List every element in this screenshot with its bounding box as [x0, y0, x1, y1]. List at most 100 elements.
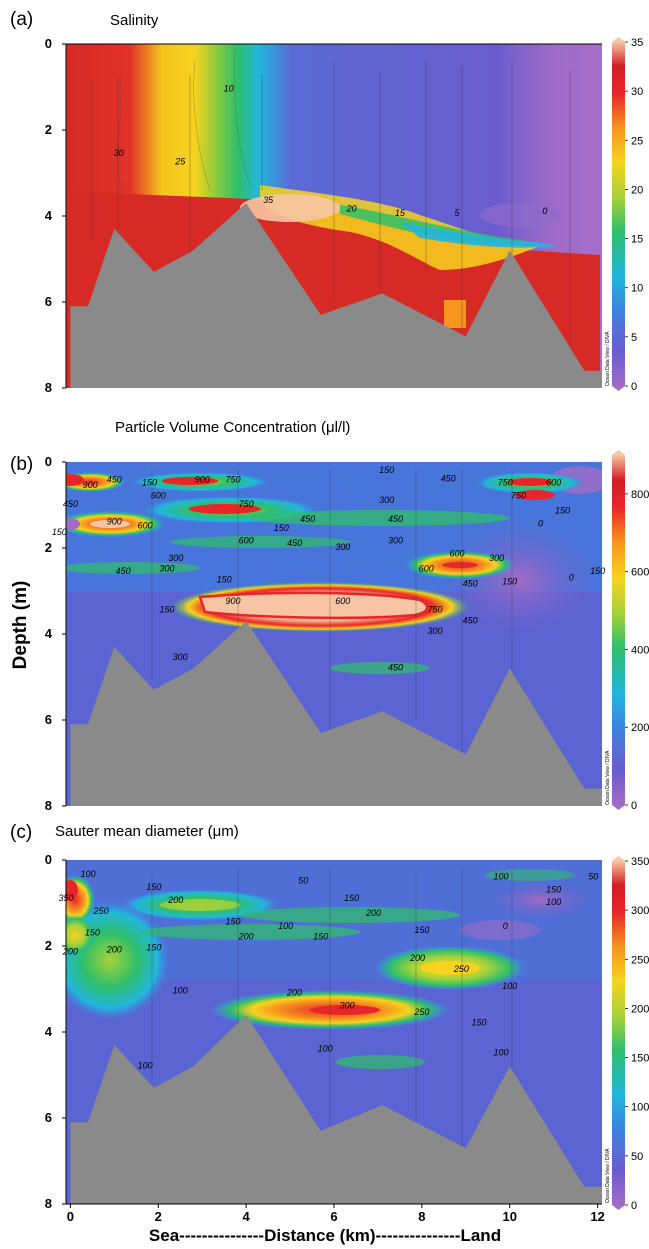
- contour-label: 100: [493, 1048, 508, 1058]
- colorbar-tick-label: 35: [631, 37, 643, 49]
- y-axis-label: Depth (m): [10, 581, 31, 670]
- contour-label: 600: [419, 564, 434, 574]
- contour-label: 200: [286, 988, 302, 998]
- watermark-a: Ocean Data View / DIVA: [605, 331, 611, 386]
- colorbar-sauter-diameter: [612, 861, 625, 1205]
- colorbar-tick-label: 20: [631, 184, 643, 196]
- contour-label: 200: [106, 945, 122, 955]
- colorbar-tick-label: 800: [631, 489, 649, 501]
- y-tick-label: 2: [45, 122, 52, 137]
- contour-label: 100: [80, 869, 95, 879]
- y-tick-label: 6: [45, 712, 52, 727]
- contour-label: 150: [471, 1018, 486, 1028]
- colorbar-salinity: [612, 42, 625, 386]
- panel-title-sauter-diameter: Sauter mean diameter (μm): [55, 823, 239, 840]
- contour-label: 900: [83, 480, 98, 490]
- contour-label: 750: [511, 491, 526, 501]
- contour-label: 150: [225, 917, 240, 927]
- contour-label: 150: [159, 605, 174, 615]
- contour-label: 300: [489, 553, 504, 563]
- colorbar-tick-label: 300: [631, 905, 649, 917]
- contour-label: 300: [388, 536, 403, 546]
- contour-label: 10: [224, 83, 234, 93]
- y-tick-label: 8: [45, 798, 52, 813]
- colorbar-tick-label: 15: [631, 234, 643, 246]
- contour-label: 450: [388, 514, 403, 524]
- contour-label: 200: [167, 895, 183, 905]
- contour-label: 450: [463, 579, 478, 589]
- x-tick-label: 4: [243, 1209, 251, 1224]
- y-ticks-sauter-diameter: 0 2 4 6 8: [45, 852, 66, 1211]
- colorbar-tick-label: 200: [631, 1003, 649, 1015]
- contour-label: 300: [379, 495, 394, 505]
- contour-label: 450: [300, 514, 315, 524]
- x-ticks: 0 2 4 6 8 10 12: [67, 1204, 605, 1224]
- contour-label: 100: [318, 1043, 333, 1053]
- colorbar-tick-label: 0: [631, 1200, 637, 1212]
- y-tick-label: 0: [45, 36, 52, 51]
- colorbar-tick-label: 150: [631, 1053, 649, 1065]
- contour-label: 300: [159, 564, 174, 574]
- y-tick-label: 8: [45, 1196, 52, 1211]
- contour-label: 200: [409, 953, 425, 963]
- y-tick-label: 0: [45, 454, 52, 469]
- contour-label: 750: [498, 478, 513, 488]
- x-tick-label: 12: [590, 1209, 604, 1224]
- colorbar-ticks-salinity: 0 5 10 15 20 25 30 35: [625, 37, 643, 393]
- contour-label: 200: [62, 947, 78, 957]
- colorbar-tick-label: 400: [631, 644, 649, 656]
- contour-label: 300: [168, 553, 183, 563]
- colorbar-tick-label: 25: [631, 135, 643, 147]
- contour-label: 250: [453, 964, 469, 974]
- y-ticks-salinity: 0 2 4 6 8: [45, 36, 66, 395]
- contour-label: 200: [365, 908, 381, 918]
- contour-label: 600: [335, 596, 350, 606]
- contour-label: 0: [538, 519, 543, 529]
- contour-label: 150: [502, 577, 517, 587]
- panel-title-salinity: Salinity: [110, 12, 159, 29]
- y-ticks-particle-volume: 0 2 4 6 8: [45, 454, 66, 813]
- contour-label: 100: [173, 985, 188, 995]
- contour-label: 150: [146, 942, 161, 952]
- y-tick-label: 4: [45, 626, 53, 641]
- contour-label: 150: [379, 465, 394, 475]
- contour-labels-particle-volume: 900 450 150 900 750 150 450 750 600 600 750 450 750 3…: [52, 465, 605, 673]
- contour-label: 150: [344, 893, 359, 903]
- y-tick-label: 6: [45, 294, 52, 309]
- colorbar-tick-label: 5: [631, 332, 637, 344]
- contour-label: 0: [569, 572, 574, 582]
- panel-sauter-diameter: (c) Sauter mean diameter (μm): [10, 822, 649, 1224]
- salinity-field: [66, 44, 602, 388]
- contour-label: 100: [493, 871, 508, 881]
- panel-letter-c: (c): [10, 822, 32, 843]
- x-tick-label: 2: [155, 1209, 162, 1224]
- y-tick-label: 0: [45, 852, 52, 867]
- contour-label: 150: [85, 927, 100, 937]
- contour-label: 300: [173, 652, 188, 662]
- colorbar-tick-label: 350: [631, 856, 649, 868]
- contour-label: 100: [546, 897, 561, 907]
- contour-label: 450: [287, 538, 302, 548]
- contour-label: 450: [463, 615, 478, 625]
- contour-label: 150: [142, 478, 157, 488]
- contour-label: 15: [395, 208, 406, 218]
- colorbar-tick-label: 50: [631, 1151, 643, 1163]
- contour-label: 600: [239, 536, 254, 546]
- y-tick-label: 2: [45, 540, 52, 555]
- contour-label: 25: [174, 156, 186, 166]
- seafloor-particle-volume: [70, 621, 602, 806]
- x-tick-label: 8: [418, 1209, 425, 1224]
- contour-label: 900: [107, 516, 122, 526]
- contour-label: 450: [388, 663, 403, 673]
- sauter-diameter-field: [66, 860, 602, 1204]
- seafloor-salinity: [70, 203, 602, 388]
- contour-label: 150: [146, 882, 161, 892]
- contour-label: 100: [278, 921, 293, 931]
- panel-particle-volume: (b) Particle Volume Concentration (μl/l): [10, 419, 649, 813]
- y-tick-label: 6: [45, 1110, 52, 1125]
- seafloor-sauter-diameter: [70, 1014, 602, 1204]
- contour-label: 150: [590, 566, 605, 576]
- contour-label: 450: [63, 499, 78, 509]
- contour-label: 600: [151, 491, 166, 501]
